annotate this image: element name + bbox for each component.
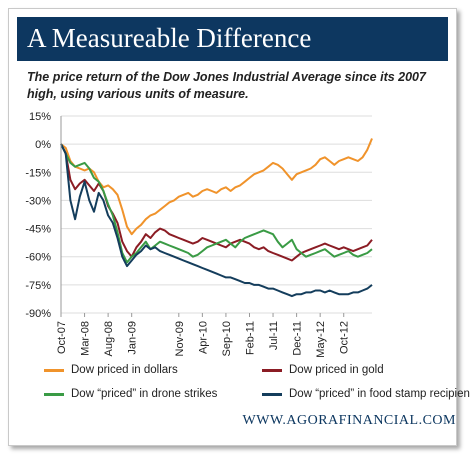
x-tick-label: Sep-10	[221, 321, 233, 356]
legend-swatch-dollars	[44, 368, 64, 372]
series-line-2	[60, 143, 373, 264]
legend-swatch-gold	[262, 368, 282, 372]
legend-item-food-stamps: Dow “priced” in food stamp recipients	[262, 386, 470, 402]
legend-item-gold: Dow priced in gold	[262, 362, 384, 378]
y-tick-label: -75%	[25, 280, 51, 292]
x-tick-label: Oct-07	[56, 321, 68, 354]
x-tick-label: Oct-12	[339, 321, 351, 354]
x-tick-label: Feb-11	[244, 321, 256, 355]
legend-swatch-food-stamps	[262, 392, 282, 396]
chart-title: A Measureable Difference	[27, 23, 312, 53]
y-tick-label: -45%	[25, 224, 51, 236]
legend: Dow priced in dollars Dow priced in gold…	[44, 362, 470, 408]
series-line-3	[60, 143, 373, 298]
series-lines	[60, 138, 373, 298]
x-tick-label: Apr-10	[197, 321, 209, 354]
legend-label-dollars: Dow priced in dollars	[71, 364, 178, 376]
y-axis-ticks: 15% 0% -15% -30% -45% -60% -75% -90%	[25, 111, 51, 320]
x-tick-label: Jul-11	[268, 321, 280, 350]
y-tick-label: -15%	[25, 167, 51, 179]
chart-subtitle: The price return of the Dow Jones Indust…	[27, 70, 426, 101]
x-tick-label: Dec-11	[292, 321, 304, 356]
x-tick-label: Nov-09	[174, 321, 186, 356]
chart-frame: A Measureable Difference The price retur…	[8, 8, 457, 446]
legend-label-food-stamps: Dow “priced” in food stamp recipients	[289, 388, 470, 400]
legend-item-drone-strikes: Dow “priced” in drone strikes	[44, 386, 217, 402]
y-tick-label: 15%	[29, 111, 51, 123]
x-tick-label: Aug-08	[103, 321, 115, 356]
x-tick-label: May-12	[315, 321, 327, 358]
x-axis-ticks: Oct-07 Mar-08 Aug-08 Jan-09 Nov-09 Apr-10 Sep-…	[56, 313, 351, 358]
line-chart: 15% 0% -15% -30% -45% -60% -75% -90% Oct-07 Mar-…	[25, 111, 373, 358]
title-bar: A Measureable Difference	[17, 17, 448, 61]
website-footer: WWW.AGORAFINANCIAL.COM	[242, 413, 456, 428]
legend-swatch-drone-strikes	[44, 392, 64, 396]
y-tick-label: -90%	[25, 308, 51, 320]
x-tick-label: Mar-08	[80, 321, 92, 356]
y-tick-label: -30%	[25, 195, 51, 207]
legend-label-gold: Dow priced in gold	[289, 364, 384, 376]
y-tick-label: -60%	[25, 252, 51, 264]
y-tick-label: 0%	[35, 139, 51, 151]
legend-label-drone-strikes: Dow “priced” in drone strikes	[71, 388, 218, 400]
series-line-0	[60, 138, 373, 236]
x-tick-label: Jan-09	[127, 321, 139, 355]
legend-item-dollars: Dow priced in dollars	[44, 362, 178, 378]
